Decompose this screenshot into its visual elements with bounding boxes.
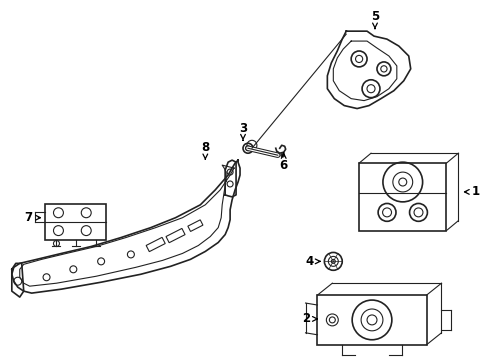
Text: 4: 4 [305, 255, 320, 268]
Text: 3: 3 [239, 122, 247, 140]
Text: 7: 7 [24, 211, 40, 224]
Bar [146, 237, 165, 252]
Text: 1: 1 [465, 185, 480, 198]
Bar [188, 220, 203, 231]
Circle shape [281, 153, 285, 157]
Text: 6: 6 [280, 153, 288, 172]
Text: 8: 8 [201, 141, 209, 159]
Bar [45, 204, 106, 239]
Text: 5: 5 [371, 10, 379, 28]
Bar [166, 228, 185, 243]
Bar [359, 163, 446, 231]
Bar [318, 295, 427, 345]
Text: 2: 2 [302, 312, 317, 325]
